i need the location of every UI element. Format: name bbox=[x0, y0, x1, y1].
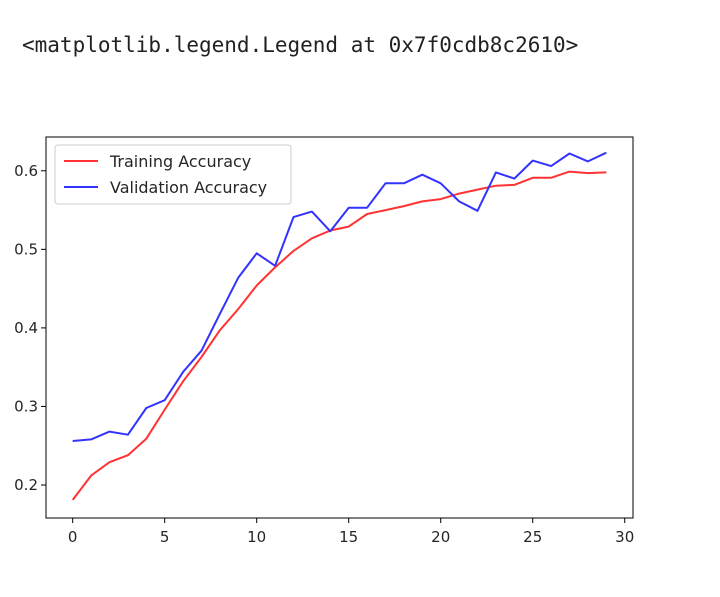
cell-output-text: <matplotlib.legend.Legend at 0x7f0cdb8c2… bbox=[22, 33, 579, 57]
y-tick-label: 0.5 bbox=[14, 240, 38, 258]
legend-box bbox=[54, 144, 292, 205]
legend-label-training: Training Accuracy bbox=[109, 152, 251, 171]
y-tick-label: 0.3 bbox=[14, 397, 38, 415]
x-tick-label: 15 bbox=[339, 528, 358, 546]
series-lines bbox=[71, 151, 607, 501]
y-tick-label: 0.2 bbox=[14, 476, 38, 494]
plot-frame bbox=[45, 136, 634, 519]
x-tick-label: 5 bbox=[160, 528, 170, 546]
axis-ticks: 0 5 10 15 20 25 30 0.2 0.3 0.4 0.5 0.6 bbox=[14, 162, 634, 546]
x-tick-label: 30 bbox=[615, 528, 634, 546]
y-tick-label: 0.6 bbox=[14, 162, 38, 180]
series-line-validation-accuracy bbox=[72, 151, 607, 442]
x-tick-label: 10 bbox=[247, 528, 266, 546]
legend-label-validation: Validation Accuracy bbox=[110, 178, 267, 197]
x-tick-label: 20 bbox=[431, 528, 450, 546]
y-tick-label: 0.4 bbox=[14, 319, 38, 337]
series-line-training-accuracy bbox=[71, 170, 607, 501]
x-tick-label: 25 bbox=[523, 528, 542, 546]
legend: Training Accuracy Validation Accuracy bbox=[54, 144, 292, 205]
x-tick-label: 0 bbox=[68, 528, 78, 546]
